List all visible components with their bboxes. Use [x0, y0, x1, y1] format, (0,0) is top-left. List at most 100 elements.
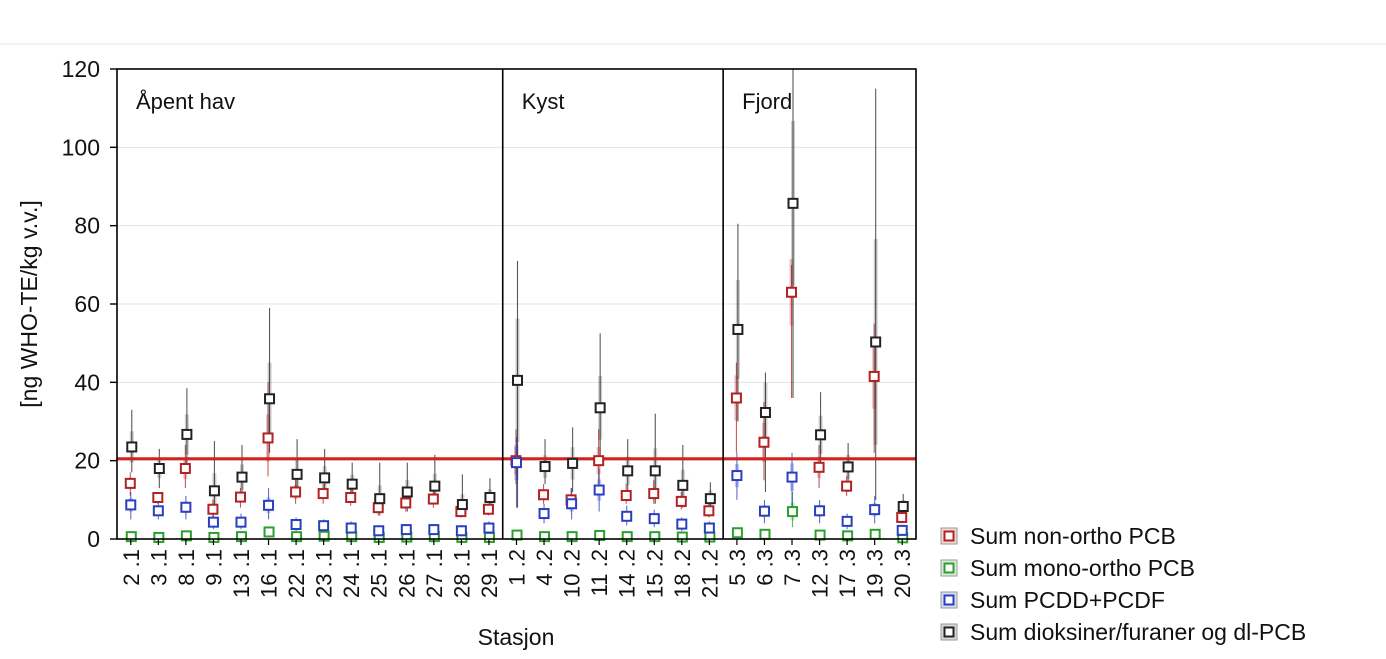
region-label-0: Åpent hav [136, 89, 235, 114]
point-s1-27 [869, 528, 881, 540]
point-s2-16 [566, 498, 578, 510]
point-s0-8 [345, 491, 357, 503]
x-tick-label-14: 1 .2 [505, 549, 530, 586]
point-s1-22 [731, 527, 743, 539]
point-s0-24 [786, 286, 798, 298]
point-s0-17 [593, 455, 605, 467]
x-tick-label-23: 6 .3 [752, 549, 777, 586]
y-tick-label-3: 60 [74, 291, 100, 317]
region-label-1: Kyst [522, 89, 565, 114]
point-s3-11 [429, 480, 441, 492]
x-tick-label-12: 28 .1 [449, 549, 474, 598]
legend-label-3: Sum dioksiner/furaner og dl-PCB [970, 619, 1306, 645]
point-s3-15 [539, 461, 551, 473]
point-s0-5 [262, 432, 274, 444]
x-tick-label-28: 20 .3 [890, 549, 915, 598]
x-tick-label-26: 17 .3 [835, 549, 860, 598]
x-tick-label-20: 18 .2 [670, 549, 695, 598]
x-tick-label-24: 7 .3 [780, 549, 805, 586]
x-tick-label-6: 22 .1 [284, 549, 309, 598]
point-s2-6 [290, 519, 302, 531]
point-s0-20 [675, 495, 687, 507]
point-s1-5 [263, 526, 275, 538]
legend-label-1: Sum mono-ortho PCB [970, 555, 1195, 581]
legend: Sum non-ortho PCB Sum mono-ortho PCB Sum P… [940, 523, 1306, 645]
point-s3-18 [622, 465, 634, 477]
point-s2-7 [318, 520, 330, 532]
point-s3-19 [649, 465, 661, 477]
x-tick-label-17: 11 .2 [587, 549, 612, 596]
point-s2-27 [869, 504, 881, 516]
x-tick-label-5: 16 .1 [257, 549, 282, 598]
point-s0-19 [648, 488, 660, 500]
point-s2-18 [621, 510, 633, 522]
point-s0-1 [152, 491, 164, 503]
legend-marker-3 [943, 626, 955, 638]
legend-label-0: Sum non-ortho PCB [970, 523, 1176, 549]
point-s0-27 [868, 370, 880, 382]
point-s3-17 [594, 402, 606, 414]
point-s2-15 [538, 508, 550, 520]
point-s3-22 [732, 323, 744, 335]
x-tick-label-27: 19 .3 [863, 549, 888, 598]
point-s0-22 [730, 392, 742, 404]
point-s0-15 [538, 489, 550, 501]
y-tick-label-2: 40 [74, 369, 100, 395]
x-tick-label-13: 29 .1 [477, 549, 502, 598]
point-s3-20 [677, 479, 689, 491]
x-tick-label-9: 25 .1 [367, 549, 392, 598]
point-s3-4 [236, 471, 248, 483]
point-s2-13 [483, 522, 495, 534]
x-axis-title: Stasjon [478, 624, 555, 650]
y-tick-label-5: 100 [62, 134, 100, 160]
point-s0-25 [813, 461, 825, 473]
x-tick-label-11: 27 .1 [422, 549, 447, 598]
x-tick-label-4: 13 .1 [229, 549, 254, 598]
x-tick-label-2: 8 .1 [174, 549, 199, 586]
y-axis-title: [ng WHO-TE/kg v.v.] [16, 200, 42, 407]
point-s2-28 [896, 524, 908, 536]
region-label-2: Fjord [742, 89, 792, 114]
point-s2-4 [235, 516, 247, 528]
point-s0-21 [703, 505, 715, 517]
y-tick-label-1: 20 [74, 448, 100, 474]
point-s0-3 [207, 503, 219, 515]
point-s2-21 [703, 522, 715, 534]
point-s2-5 [263, 499, 275, 511]
point-s3-26 [842, 461, 854, 473]
point-s0-4 [234, 491, 246, 503]
point-s2-11 [428, 524, 440, 536]
point-s3-3 [208, 485, 220, 497]
x-tick-label-15: 4 .2 [532, 549, 557, 586]
point-s2-2 [180, 501, 192, 513]
x-tick-label-3: 9 .1 [201, 549, 226, 586]
point-s3-27 [870, 336, 882, 348]
point-s0-0 [124, 477, 136, 489]
point-s3-2 [181, 428, 193, 440]
y-axis-ticks: 0 20 40 60 80 100 120 [62, 56, 117, 552]
y-tick-label-6: 120 [62, 56, 100, 82]
point-s3-21 [704, 493, 716, 505]
point-s0-23 [758, 436, 770, 448]
point-s3-5 [264, 393, 276, 405]
point-s3-8 [346, 478, 358, 490]
x-axis-ticks: 2 .1 3 .1 8 .1 9 .1 13 .1 16 .1 22 .1 23 .1 24 .… [119, 539, 915, 598]
point-s2-25 [814, 505, 826, 517]
x-tick-label-16: 10 .2 [560, 549, 585, 598]
point-s3-23 [759, 406, 771, 418]
legend-marker-0 [943, 530, 955, 542]
point-s2-1 [152, 505, 164, 517]
point-s3-16 [567, 457, 579, 469]
point-s3-9 [374, 493, 386, 505]
point-s2-24 [786, 471, 798, 483]
x-tick-label-1: 3 .1 [146, 549, 171, 586]
point-s2-23 [758, 505, 770, 517]
x-tick-label-18: 14 .2 [615, 549, 640, 598]
point-s3-1 [153, 463, 165, 474]
point-s2-14 [511, 457, 522, 469]
legend-marker-2 [943, 594, 955, 606]
point-s3-28 [897, 500, 909, 512]
point-s3-10 [401, 486, 413, 498]
point-s2-8 [345, 522, 357, 534]
